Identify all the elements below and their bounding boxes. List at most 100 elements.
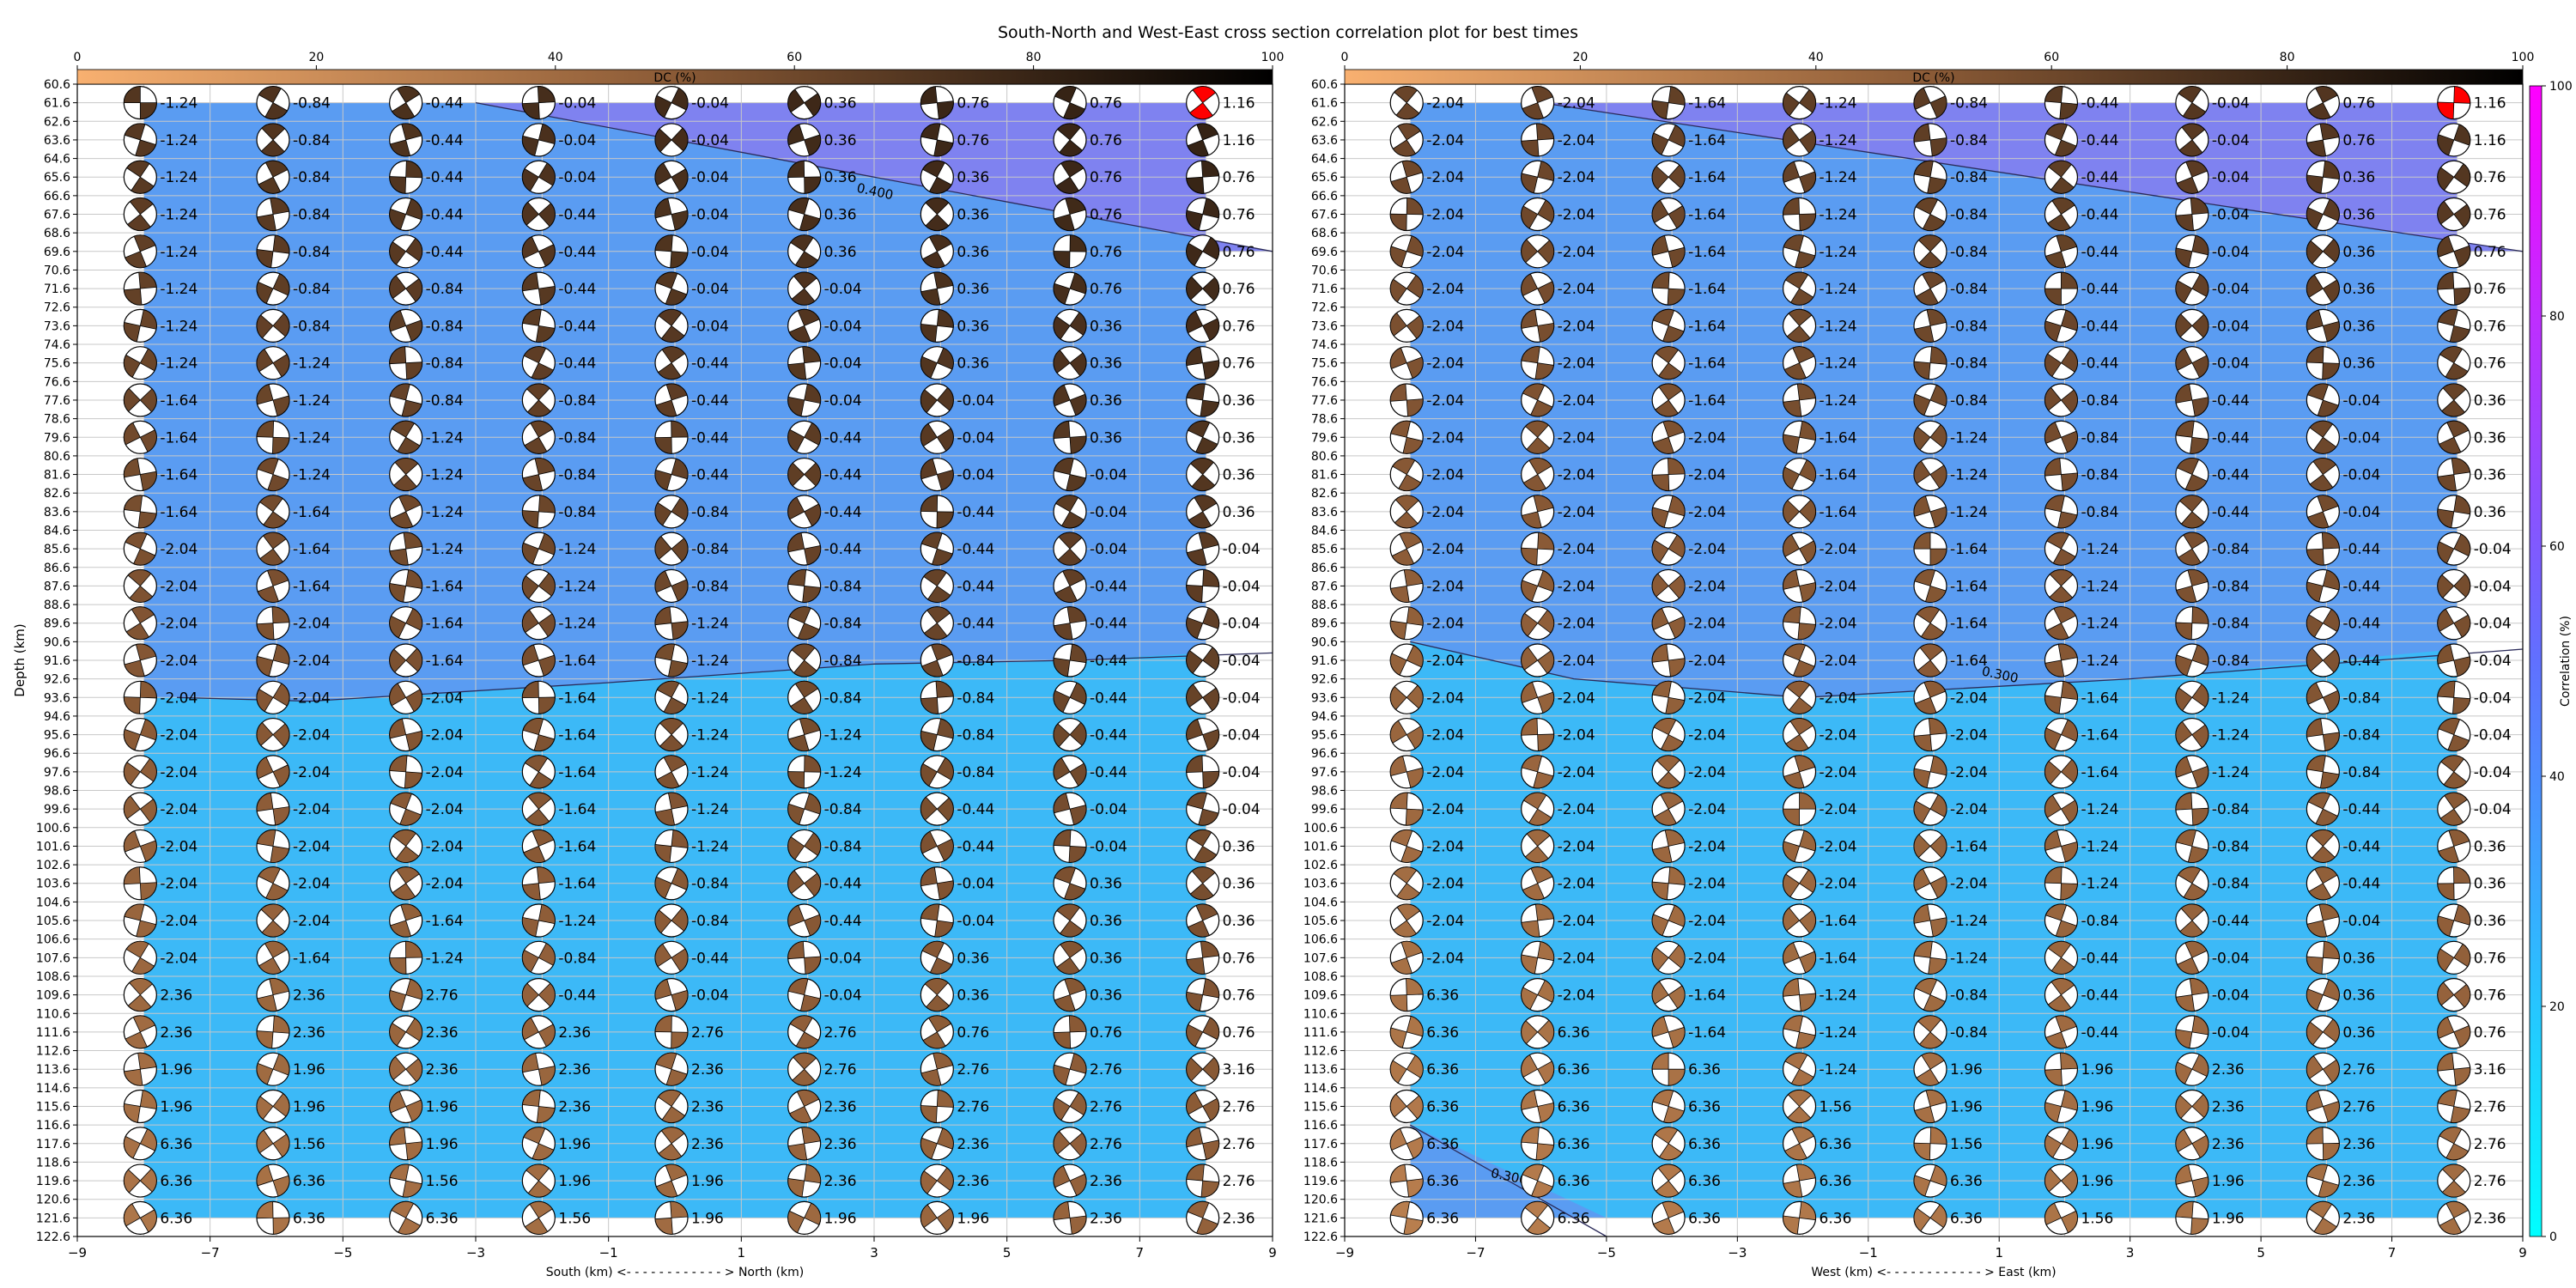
- value-label: -1.64: [2081, 764, 2118, 781]
- beachball: [787, 568, 822, 604]
- beachball-compression: [1651, 507, 1669, 528]
- beachball: [1389, 532, 1424, 566]
- value-label: -0.04: [957, 467, 994, 484]
- value-label: -1.64: [2081, 727, 2118, 744]
- beachball-compression: [272, 1175, 290, 1197]
- beachball-compression: [2453, 983, 2471, 1008]
- value-label: -0.84: [824, 838, 862, 855]
- beachball-compression: [1783, 1015, 1803, 1033]
- beachball-compression: [263, 511, 287, 529]
- value-label: 0.36: [2474, 392, 2506, 410]
- value-label: -0.44: [1090, 653, 1127, 670]
- dc-colorbar-tick-label: 0: [1341, 51, 1349, 64]
- value-label: -0.84: [2212, 541, 2250, 558]
- value-label: -2.04: [1688, 913, 1726, 930]
- beachball: [1782, 271, 1817, 306]
- beachball: [2437, 978, 2471, 1012]
- value-label: -2.04: [1558, 504, 1595, 521]
- value-label: 6.36: [1426, 1098, 1459, 1115]
- y-tick-label: 69.6: [1311, 246, 1338, 259]
- value-label: 2.36: [957, 1173, 989, 1190]
- value-label: -0.44: [957, 578, 994, 595]
- beachball-compression: [2187, 845, 2208, 863]
- value-label: -0.44: [2212, 392, 2250, 410]
- beachball-compression: [935, 680, 954, 698]
- beachball-compression: [654, 162, 672, 186]
- beachball: [389, 346, 423, 380]
- beachball: [1389, 755, 1424, 789]
- value-label: -0.04: [691, 318, 729, 335]
- beachball-compression: [2057, 643, 2078, 661]
- beachball-compression: [1521, 718, 1539, 736]
- value-label: 0.36: [2342, 169, 2375, 186]
- beachball-compression: [2306, 548, 2324, 566]
- y-tick-label: 102.6: [1303, 859, 1338, 872]
- beachball: [1521, 1163, 1555, 1198]
- value-label: -0.44: [691, 467, 729, 484]
- value-label: -0.04: [2474, 727, 2512, 744]
- beachball-compression: [538, 1024, 556, 1048]
- beachball: [654, 829, 689, 864]
- beachball: [1053, 1163, 1087, 1198]
- beachball-compression: [538, 696, 556, 714]
- beachball: [1651, 866, 1686, 901]
- beachball: [787, 86, 822, 120]
- beachball-compression: [655, 271, 678, 289]
- beachball-compression: [2044, 458, 2062, 477]
- value-label: 0.36: [2474, 838, 2506, 855]
- beachball-compression: [1063, 102, 1086, 120]
- beachball-compression: [1916, 1068, 1940, 1086]
- beachball-compression: [256, 420, 275, 438]
- beachball: [1651, 680, 1686, 714]
- beachball: [920, 866, 954, 901]
- beachball: [1521, 568, 1555, 604]
- beachball-compression: [1798, 499, 1816, 524]
- beachball-compression: [2177, 957, 2200, 975]
- value-label: -0.84: [691, 541, 729, 558]
- beachball: [389, 568, 423, 604]
- beachball-compression: [1923, 680, 1947, 698]
- beachball: [1521, 457, 1555, 492]
- beachball: [1913, 829, 1947, 864]
- beachball-compression: [2453, 866, 2471, 884]
- y-tick-label: 107.6: [1303, 951, 1338, 965]
- beachball-compression: [1054, 866, 1077, 884]
- beachball-compression: [2178, 139, 2203, 157]
- value-label: -2.04: [293, 838, 331, 855]
- beachball: [256, 457, 290, 492]
- value-label: -2.04: [1558, 281, 1595, 298]
- beachball: [920, 606, 954, 641]
- value-label: -1.64: [1688, 355, 1726, 373]
- beachball-compression: [272, 273, 290, 296]
- y-tick-label: 72.6: [1311, 301, 1338, 315]
- beachball: [1389, 1052, 1424, 1086]
- beachball: [1186, 717, 1220, 752]
- value-label: -0.84: [824, 801, 862, 818]
- y-tick-label: 69.6: [44, 246, 70, 259]
- value-label: 1.96: [2212, 1173, 2245, 1190]
- beachball-compression: [1186, 310, 1204, 334]
- beachball: [389, 123, 423, 157]
- beachball-compression: [270, 845, 290, 863]
- beachball-compression: [138, 271, 157, 289]
- beachball: [2044, 271, 2079, 306]
- beachball-compression: [654, 606, 672, 626]
- beachball-compression: [2308, 883, 2332, 901]
- beachball-compression: [389, 1127, 407, 1146]
- beachball: [1913, 86, 1947, 120]
- value-label: -0.84: [558, 392, 596, 410]
- beachball-compression: [665, 1068, 688, 1086]
- y-tick-label: 88.6: [44, 598, 70, 612]
- beachball-compression: [127, 569, 152, 586]
- beachball-compression: [1783, 161, 1801, 183]
- beachball: [2175, 234, 2209, 269]
- value-label: -1.24: [1820, 987, 1857, 1005]
- dc-colorbar-tick-label: 80: [1026, 51, 1042, 64]
- beachball-compression: [1922, 213, 1946, 231]
- value-label: -2.04: [1688, 690, 1726, 707]
- beachball-compression: [1537, 609, 1555, 634]
- beachball: [256, 792, 290, 826]
- beachball: [1521, 978, 1555, 1012]
- value-label: -0.04: [1090, 504, 1127, 521]
- y-tick-label: 92.6: [44, 673, 70, 687]
